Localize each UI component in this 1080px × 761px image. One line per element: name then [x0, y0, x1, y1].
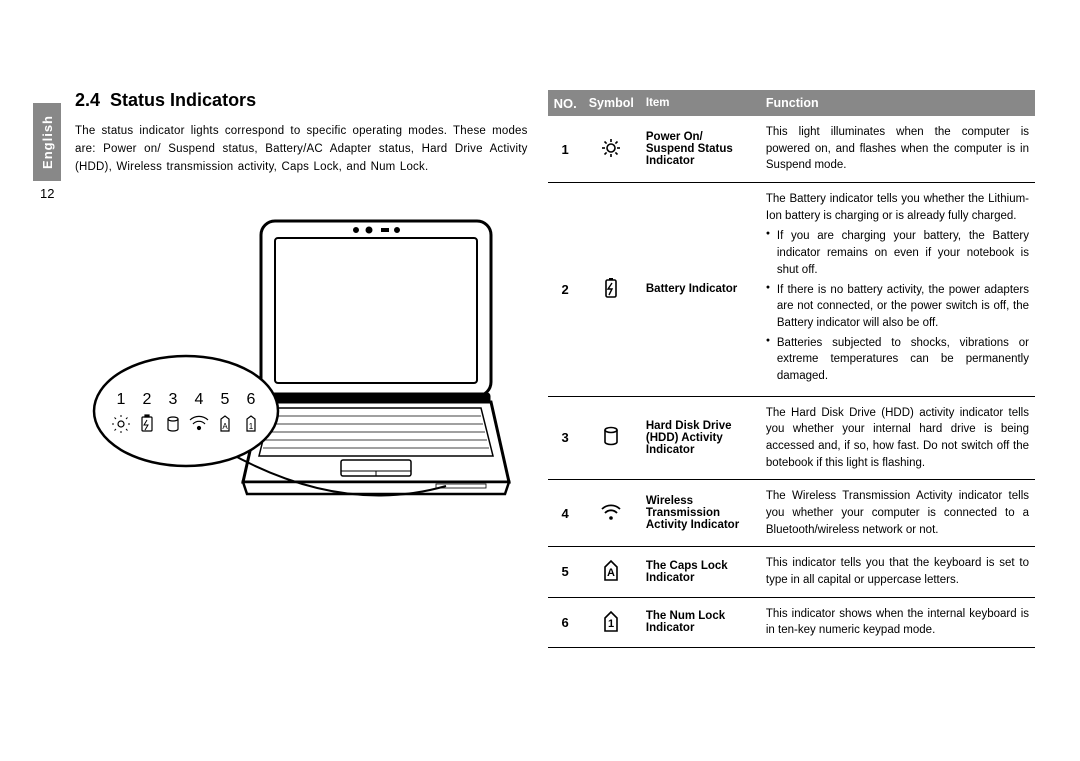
- row-function: The Hard Disk Drive (HDD) activity indic…: [760, 396, 1035, 480]
- intro-text: The status indicator lights correspond t…: [75, 123, 528, 176]
- row-number: 1: [548, 116, 583, 183]
- battery-icon: [583, 183, 640, 396]
- row-function: The Wireless Transmission Activity indic…: [760, 480, 1035, 547]
- table-header-row: NO. Symbol Item Function: [548, 90, 1035, 116]
- section-title: 2.4 Status Indicators: [75, 90, 528, 111]
- svg-text:6: 6: [247, 391, 256, 408]
- row-item: Wireless Transmission Activity Indicator: [640, 480, 760, 547]
- laptop-figure: 1 2 3 4 5 6: [75, 216, 528, 526]
- table-row: 6 The Num Lock IndicatorThis indicator sh…: [548, 597, 1035, 647]
- svg-text:2: 2: [143, 391, 152, 408]
- wireless-icon: [583, 480, 640, 547]
- svg-text:1: 1: [249, 422, 254, 431]
- row-number: 4: [548, 480, 583, 547]
- table-row: 1 Power On/ Suspend Status IndicatorThis …: [548, 116, 1035, 183]
- callout-num-1: 1: [117, 391, 126, 408]
- svg-text:A: A: [223, 422, 229, 431]
- caps-icon: [583, 547, 640, 597]
- section-heading: Status Indicators: [110, 90, 256, 110]
- row-function: This indicator tells you that the keyboa…: [760, 547, 1035, 597]
- bullet-item: Batteries subjected to shocks, vibration…: [766, 335, 1029, 385]
- svg-text:4: 4: [195, 391, 204, 408]
- page-number: 12: [40, 186, 54, 201]
- bullet-item: If you are charging your battery, the Ba…: [766, 228, 1029, 278]
- hdd-icon: [583, 396, 640, 480]
- num-icon: [583, 597, 640, 647]
- row-number: 3: [548, 396, 583, 480]
- row-function: The Battery indicator tells you whether …: [760, 183, 1035, 396]
- table-row: 5 The Caps Lock IndicatorThis indicator t…: [548, 547, 1035, 597]
- th-function: Function: [760, 90, 1035, 116]
- th-symbol: Symbol: [583, 90, 640, 116]
- power-icon: [583, 116, 640, 183]
- row-item: Power On/ Suspend Status Indicator: [640, 116, 760, 183]
- table-row: 3 Hard Disk Drive (HDD) Activity Indicato…: [548, 396, 1035, 480]
- th-no: NO.: [548, 90, 583, 116]
- row-item: The Num Lock Indicator: [640, 597, 760, 647]
- table-row: 2 Battery IndicatorThe Battery indicator …: [548, 183, 1035, 396]
- indicator-table: NO. Symbol Item Function 1 Power On/ Susp…: [548, 90, 1035, 648]
- svg-text:5: 5: [221, 391, 230, 408]
- table-row: 4 Wireless Transmission Activity Indicato…: [548, 480, 1035, 547]
- row-number: 6: [548, 597, 583, 647]
- section-number: 2.4: [75, 90, 100, 110]
- row-item: Hard Disk Drive (HDD) Activity Indicator: [640, 396, 760, 480]
- right-column: NO. Symbol Item Function 1 Power On/ Susp…: [548, 90, 1035, 648]
- bullet-item: If there is no battery activity, the pow…: [766, 282, 1029, 332]
- page-content: 2.4 Status Indicators The status indicat…: [75, 90, 1035, 648]
- row-function: This indicator shows when the internal k…: [760, 597, 1035, 647]
- language-tab: English: [33, 103, 61, 181]
- row-number: 2: [548, 183, 583, 396]
- language-label: English: [40, 115, 55, 169]
- row-item: The Caps Lock Indicator: [640, 547, 760, 597]
- row-number: 5: [548, 547, 583, 597]
- left-column: 2.4 Status Indicators The status indicat…: [75, 90, 528, 648]
- th-item: Item: [640, 90, 760, 116]
- svg-text:3: 3: [169, 391, 178, 408]
- row-item: Battery Indicator: [640, 183, 760, 396]
- row-function: This light illuminates when the computer…: [760, 116, 1035, 183]
